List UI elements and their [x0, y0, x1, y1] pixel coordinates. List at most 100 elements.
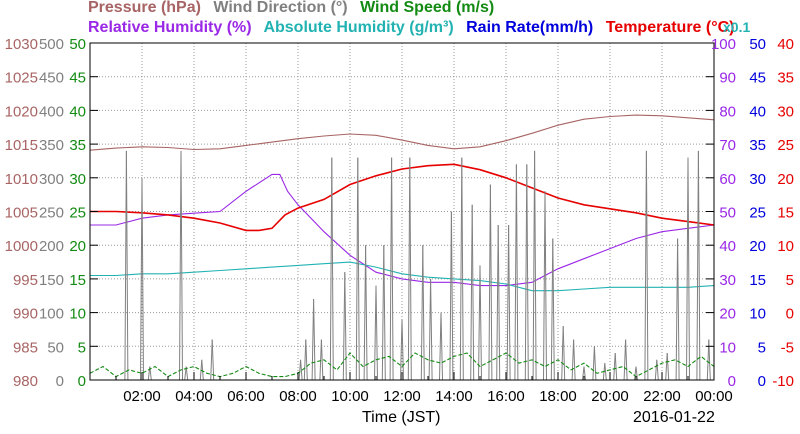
y-tick-label: 350 — [39, 137, 64, 154]
y-tick-label: 40 — [749, 103, 766, 120]
wind-direction-spike — [357, 157, 360, 381]
y-tick-label: 15 — [777, 205, 794, 222]
wind-direction-spike — [635, 366, 638, 381]
wind-direction-spike — [645, 150, 649, 381]
x-tick-label: 16:00 — [487, 388, 525, 405]
wind-direction-spike — [614, 353, 618, 381]
y-tick-label: 100 — [711, 36, 736, 53]
date-label: 2016-01-22 — [633, 409, 715, 426]
y-tick-label: 5 — [78, 339, 86, 356]
y-tick-label: 90 — [719, 70, 736, 87]
x-tick-label: 12:00 — [383, 388, 421, 405]
y-tick-label: 100 — [39, 306, 64, 323]
wind-direction-spike — [211, 339, 215, 381]
y-tick-label: 40 — [719, 238, 736, 255]
wind-direction-spike — [604, 363, 607, 381]
y-tick-label: 0 — [786, 306, 794, 323]
y-tick-label: 0 — [758, 373, 766, 390]
legend-temperature: Temperature (°C) — [605, 19, 735, 36]
wind-direction-spike — [562, 326, 566, 381]
series-line — [90, 261, 715, 292]
wind-direction-spike — [666, 353, 670, 381]
legend-pressure: Pressure (hPa) — [88, 0, 201, 16]
wind-direction-spike — [687, 157, 690, 381]
y-tick-label: 30 — [749, 171, 766, 188]
wind-direction-spike — [471, 204, 475, 381]
series-line — [89, 114, 715, 151]
y-tick-label: 300 — [39, 171, 64, 188]
wind-direction-spike — [331, 157, 334, 381]
wind-direction-spike — [375, 285, 378, 381]
wind-direction-spike — [344, 272, 347, 381]
series-line — [90, 173, 715, 287]
y-tick-label: 25 — [69, 205, 86, 222]
y-tick-label: 50 — [749, 36, 766, 53]
legend-row-1: Pressure (hPa) Wind Direction (°) Wind S… — [88, 0, 502, 17]
wind-direction-spike — [573, 339, 576, 381]
y-tick-label: 45 — [69, 70, 86, 87]
chart-grid — [90, 43, 714, 380]
chart-series — [89, 114, 715, 381]
wind-direction-spike — [365, 245, 368, 381]
y-tick-label: 150 — [39, 272, 64, 289]
chart-axes: 02:00 04:00 06:00 08:00 10:00 12:00 14:00 16:00… — [5, 36, 794, 405]
y-tick-label: 30 — [777, 103, 794, 120]
x-tick-label: 20:00 — [591, 388, 629, 405]
wind-direction-spike — [625, 339, 628, 381]
x-tick-label: 06:00 — [227, 388, 265, 405]
legend-row-2: Relative Humidity (%) Absolute Humidity … — [88, 19, 743, 37]
y-tick-label: 10 — [777, 238, 794, 255]
y-tick-label: 30 — [69, 171, 86, 188]
y-tick-label: 450 — [39, 70, 64, 87]
y-tick-label: 1000 — [5, 238, 38, 255]
wind-direction-spike — [508, 224, 511, 381]
legend-rain-rate: Rain Rate(mm/h) — [466, 19, 594, 36]
wind-direction-spike — [440, 312, 443, 381]
y-tick-label: 20 — [749, 238, 766, 255]
y-tick-label: 1015 — [5, 137, 38, 154]
y-tick-label: 20 — [719, 306, 736, 323]
wind-direction-spike — [479, 265, 482, 381]
y-tick-label: -10 — [772, 373, 794, 390]
wind-direction-spike — [708, 339, 711, 381]
x-tick-label: 08:00 — [279, 388, 317, 405]
wind-direction-spike — [305, 339, 308, 381]
wind-direction-spike — [201, 359, 204, 381]
y-tick-label: 70 — [719, 137, 736, 154]
wind-direction-spike — [552, 238, 555, 381]
wind-direction-spike — [534, 150, 537, 381]
y-tick-label: 35 — [749, 137, 766, 154]
y-tick-label: 1020 — [5, 103, 38, 120]
y-tick-label: 500 — [39, 36, 64, 53]
wind-direction-spike — [313, 299, 316, 381]
y-tick-label: 5 — [786, 272, 794, 289]
y-tick-label: 10 — [719, 339, 736, 356]
y-tick-label: 25 — [777, 137, 794, 154]
x-tick-label: 18:00 — [539, 388, 577, 405]
legend-wind-speed: Wind Speed (m/s) — [360, 0, 495, 16]
y-tick-label: 0 — [728, 373, 736, 390]
x-axis-title: Time (JST) — [362, 409, 441, 426]
y-tick-label: 50 — [69, 36, 86, 53]
wind-direction-spike — [583, 366, 586, 381]
legend-relative-humidity: Relative Humidity (%) — [88, 19, 252, 36]
y-tick-label: 0 — [78, 373, 86, 390]
x-tick-label: 22:00 — [643, 388, 681, 405]
x-tick-label: 04:00 — [175, 388, 213, 405]
wind-direction-spike — [391, 157, 394, 381]
wind-direction-spike — [497, 224, 501, 381]
series-line — [89, 352, 715, 378]
legend-wind-direction: Wind Direction (°) — [213, 0, 348, 16]
x-tick-label: 10:00 — [331, 388, 369, 405]
y-tick-label: 30 — [719, 272, 736, 289]
y-tick-label: 5 — [758, 339, 766, 356]
wind-direction-spike — [300, 359, 303, 381]
wind-direction-spike — [489, 184, 493, 381]
wind-direction-spike — [141, 177, 144, 381]
legend-absolute-humidity: Absolute Humidity (g/m³) — [263, 19, 454, 36]
y-tick-label: 200 — [39, 238, 64, 255]
wind-direction-spike — [461, 157, 464, 381]
x-tick-label: 14:00 — [435, 388, 473, 405]
wind-direction-spike — [320, 339, 324, 381]
